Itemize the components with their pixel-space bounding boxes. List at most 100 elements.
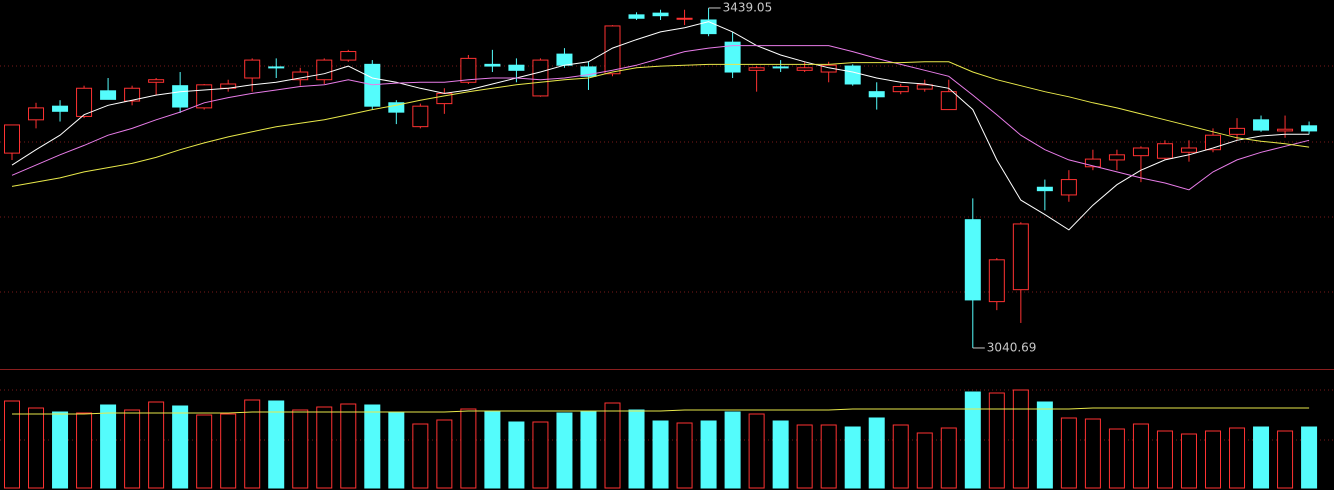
volume-bar bbox=[580, 410, 597, 489]
volume-bar bbox=[508, 421, 525, 489]
volume-bar bbox=[988, 392, 1005, 489]
candle-body bbox=[52, 105, 69, 112]
candle-body bbox=[868, 91, 885, 98]
candle-body bbox=[772, 66, 789, 69]
volume-bar bbox=[388, 412, 405, 489]
candle-body bbox=[676, 17, 693, 20]
candle-body bbox=[412, 105, 429, 128]
volume-bar bbox=[652, 420, 669, 489]
volume-bar bbox=[148, 401, 165, 489]
volume-bar bbox=[1012, 389, 1029, 489]
volume-bar bbox=[1301, 426, 1318, 489]
volume-bar bbox=[52, 411, 69, 489]
candle-body bbox=[340, 51, 357, 61]
volume-bar bbox=[4, 400, 20, 489]
volume-bar bbox=[1180, 433, 1197, 489]
candle-body bbox=[1060, 179, 1077, 196]
candle-body bbox=[844, 65, 861, 85]
candle-body bbox=[484, 63, 501, 67]
candle-body bbox=[76, 87, 93, 117]
volume-bar bbox=[364, 404, 381, 489]
candle-body bbox=[1156, 143, 1173, 159]
volume-bar bbox=[820, 424, 837, 489]
volume-bar bbox=[436, 419, 453, 489]
volume-bar bbox=[940, 427, 957, 489]
candle-body bbox=[508, 64, 525, 71]
candle-body bbox=[964, 219, 981, 301]
volume-bar bbox=[1108, 428, 1125, 489]
volume-bar bbox=[796, 424, 813, 489]
volume-bar bbox=[916, 432, 933, 489]
candle-body bbox=[628, 14, 645, 19]
candle-body bbox=[988, 259, 1005, 303]
volume-bar bbox=[1132, 423, 1149, 489]
volume-bar bbox=[172, 405, 189, 489]
volume-average-line bbox=[12, 407, 1310, 415]
volume-bar bbox=[772, 420, 789, 489]
candle-body bbox=[388, 102, 405, 113]
volume-bar bbox=[1060, 417, 1077, 489]
candle-body bbox=[652, 12, 669, 17]
candle-body bbox=[1108, 154, 1125, 161]
volume-bar bbox=[676, 422, 693, 489]
candle-body bbox=[892, 86, 909, 93]
volume-bar bbox=[412, 423, 429, 489]
candle-body bbox=[268, 66, 285, 69]
candle-body bbox=[748, 67, 765, 71]
volume-bar bbox=[460, 408, 477, 489]
candle-body bbox=[580, 66, 597, 77]
volume-bar bbox=[1253, 426, 1270, 489]
volume-bar bbox=[220, 413, 237, 489]
volume-bar bbox=[1229, 427, 1246, 489]
volume-bar bbox=[628, 409, 645, 489]
moving-average-line bbox=[11, 61, 1310, 187]
volume-bar bbox=[892, 424, 909, 489]
candle-body bbox=[1253, 119, 1270, 131]
candle-body bbox=[604, 25, 621, 75]
volume-bar bbox=[1084, 418, 1101, 489]
candle-body bbox=[460, 57, 477, 83]
volume-bar bbox=[724, 411, 741, 489]
candle-body bbox=[1180, 147, 1197, 153]
candle-body bbox=[4, 124, 20, 154]
volume-bar bbox=[100, 404, 117, 489]
min-annotation: 3040.69 bbox=[987, 340, 1037, 354]
candle-body bbox=[532, 59, 549, 97]
candle-body bbox=[1205, 134, 1221, 151]
volume-bar bbox=[556, 412, 573, 489]
volume-bar bbox=[700, 420, 717, 489]
candle-body bbox=[292, 71, 309, 81]
candle-body bbox=[148, 79, 165, 83]
volume-bar bbox=[748, 413, 765, 489]
candle-body bbox=[1084, 158, 1101, 168]
candle-body bbox=[124, 87, 141, 102]
volume-bar bbox=[1277, 430, 1294, 489]
volume-bar bbox=[1156, 430, 1173, 489]
volume-bar bbox=[532, 421, 549, 489]
candle-body bbox=[244, 59, 261, 79]
candle-body bbox=[1132, 147, 1149, 157]
candle-body bbox=[556, 53, 573, 66]
volume-bar bbox=[868, 417, 885, 489]
max-annotation: 3439.05 bbox=[723, 0, 773, 14]
volume-bar bbox=[268, 400, 285, 489]
volume-bar bbox=[196, 414, 213, 489]
volume-bar bbox=[1205, 430, 1221, 489]
candle-body bbox=[1301, 125, 1318, 132]
candle-body bbox=[916, 84, 933, 90]
moving-average-line bbox=[11, 21, 1310, 231]
candle-body bbox=[172, 85, 189, 108]
volume-bar bbox=[844, 426, 861, 489]
candle-body bbox=[796, 67, 813, 71]
volume-bar bbox=[292, 409, 309, 489]
candle-body bbox=[28, 107, 45, 121]
volume-bar bbox=[1036, 401, 1053, 489]
candle-body bbox=[1277, 128, 1294, 132]
candle-body bbox=[1229, 127, 1246, 135]
volume-bar bbox=[484, 411, 501, 489]
volume-bar bbox=[124, 409, 141, 489]
volume-bar bbox=[244, 399, 261, 489]
candle-body bbox=[1012, 223, 1029, 291]
